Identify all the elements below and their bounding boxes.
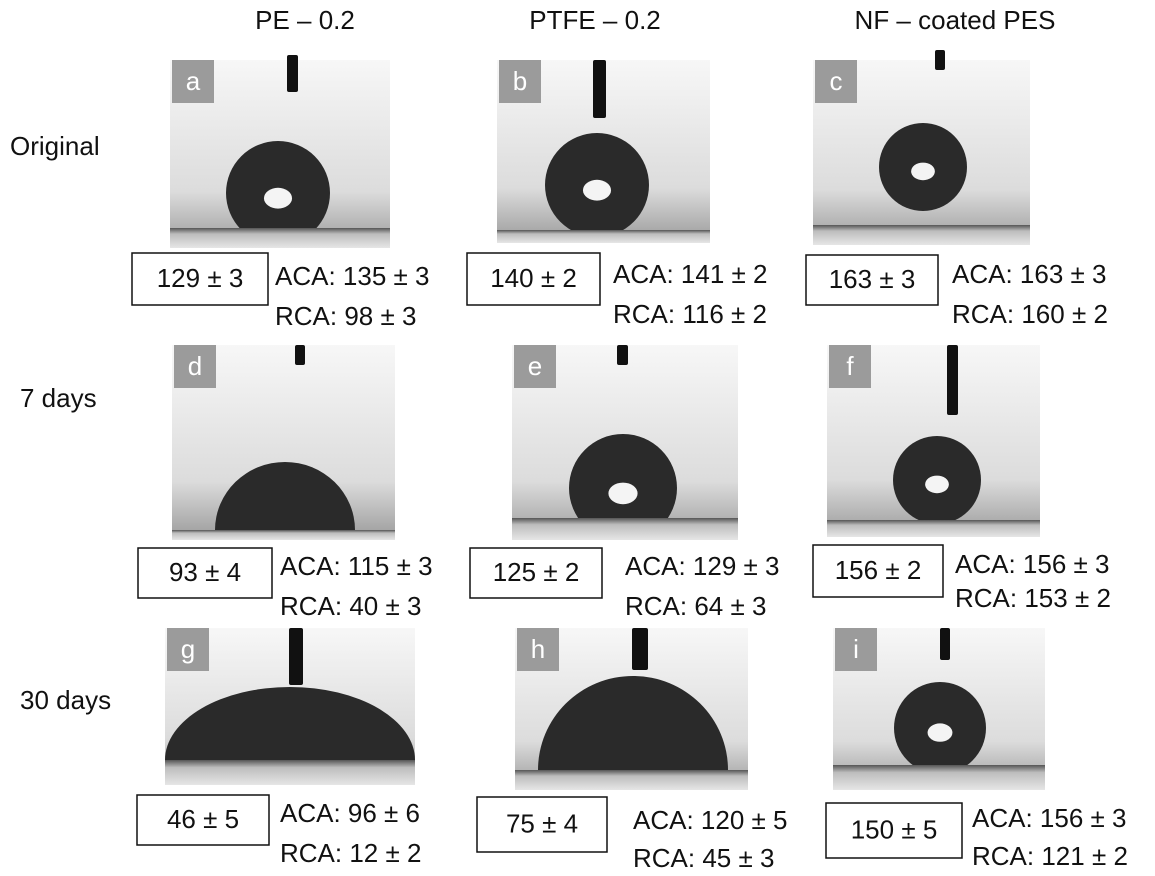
contact-angle: 140 ± 2 bbox=[490, 263, 577, 293]
column-header: NF – coated PES bbox=[855, 5, 1056, 35]
contact-angle: 163 ± 3 bbox=[829, 264, 916, 294]
panel-letter: c bbox=[830, 66, 843, 96]
receding-angle: RCA: 45 ± 3 bbox=[633, 843, 774, 873]
row-label: 7 days bbox=[20, 383, 97, 413]
column-header: PTFE – 0.2 bbox=[529, 5, 661, 35]
panel-letter: b bbox=[513, 66, 527, 96]
substrate bbox=[170, 228, 390, 248]
advancing-angle: ACA: 96 ± 6 bbox=[280, 798, 420, 828]
reflection bbox=[911, 163, 935, 181]
receding-angle: RCA: 121 ± 2 bbox=[972, 841, 1128, 871]
receding-angle: RCA: 12 ± 2 bbox=[280, 838, 421, 868]
advancing-angle: ACA: 163 ± 3 bbox=[952, 259, 1106, 289]
substrate bbox=[515, 770, 748, 790]
needle bbox=[289, 628, 303, 685]
reflection bbox=[264, 188, 292, 209]
panel-letter: h bbox=[531, 634, 545, 664]
advancing-angle: ACA: 120 ± 5 bbox=[633, 805, 787, 835]
panel-letter: i bbox=[853, 634, 859, 664]
needle bbox=[287, 55, 298, 92]
column-header: PE – 0.2 bbox=[255, 5, 355, 35]
panel: c 163 ± 3 ACA: 163 ± 3 RCA: 160 ± 2 bbox=[806, 50, 1108, 329]
figure: PE – 0.2 PTFE – 0.2 NF – coated PES Orig… bbox=[0, 0, 1155, 876]
panel-letter: e bbox=[528, 351, 542, 381]
needle bbox=[617, 345, 628, 365]
row-label: 30 days bbox=[20, 685, 111, 715]
receding-angle: RCA: 153 ± 2 bbox=[955, 583, 1111, 613]
contact-angle: 125 ± 2 bbox=[493, 557, 580, 587]
receding-angle: RCA: 116 ± 2 bbox=[613, 299, 767, 329]
substrate bbox=[827, 520, 1040, 537]
advancing-angle: ACA: 156 ± 3 bbox=[955, 549, 1109, 579]
reflection bbox=[928, 723, 953, 741]
receding-angle: RCA: 160 ± 2 bbox=[952, 299, 1108, 329]
reflection bbox=[583, 180, 611, 201]
advancing-angle: ACA: 135 ± 3 bbox=[275, 261, 429, 291]
panel-letter: d bbox=[188, 351, 202, 381]
panel: a 129 ± 3 ACA: 135 ± 3 RCA: 98 ± 3 bbox=[132, 55, 429, 331]
advancing-angle: ACA: 115 ± 3 bbox=[280, 551, 433, 581]
reflection bbox=[925, 476, 949, 494]
substrate bbox=[165, 760, 415, 785]
substrate bbox=[172, 530, 395, 540]
panel: b 140 ± 2 ACA: 141 ± 2 RCA: 116 ± 2 bbox=[467, 60, 767, 329]
panel-letter: f bbox=[846, 351, 854, 381]
needle bbox=[632, 628, 648, 670]
needle bbox=[940, 628, 950, 660]
panel: h 75 ± 4 ACA: 120 ± 5 RCA: 45 ± 3 bbox=[477, 628, 787, 873]
contact-angle: 46 ± 5 bbox=[167, 804, 239, 834]
needle bbox=[935, 50, 945, 70]
substrate bbox=[512, 518, 738, 540]
contact-angle: 75 ± 4 bbox=[506, 808, 578, 838]
receding-angle: RCA: 98 ± 3 bbox=[275, 301, 416, 331]
contact-angle: 93 ± 4 bbox=[169, 557, 241, 587]
row-label: Original bbox=[10, 131, 100, 161]
advancing-angle: ACA: 129 ± 3 bbox=[625, 551, 779, 581]
receding-angle: RCA: 40 ± 3 bbox=[280, 591, 421, 621]
contact-angle: 156 ± 2 bbox=[835, 555, 922, 585]
contact-angle: 129 ± 3 bbox=[157, 263, 244, 293]
panel: f 156 ± 2 ACA: 156 ± 3 RCA: 153 ± 2 bbox=[813, 345, 1111, 613]
panel: i 150 ± 5 ACA: 156 ± 3 RCA: 121 ± 2 bbox=[826, 628, 1128, 871]
panel: g 46 ± 5 ACA: 96 ± 6 RCA: 12 ± 2 bbox=[137, 628, 421, 868]
advancing-angle: ACA: 141 ± 2 bbox=[613, 259, 767, 289]
advancing-angle: ACA: 156 ± 3 bbox=[972, 803, 1126, 833]
receding-angle: RCA: 64 ± 3 bbox=[625, 591, 766, 621]
reflection bbox=[608, 483, 637, 505]
panel-letter: a bbox=[186, 66, 201, 96]
panel: e 125 ± 2 ACA: 129 ± 3 RCA: 64 ± 3 bbox=[470, 345, 779, 621]
substrate bbox=[833, 765, 1045, 790]
panel-letter: g bbox=[181, 634, 195, 664]
needle bbox=[947, 345, 958, 415]
needle bbox=[593, 60, 606, 118]
panel: d 93 ± 4 ACA: 115 ± 3 RCA: 40 ± 3 bbox=[138, 345, 433, 621]
substrate bbox=[813, 225, 1030, 245]
contact-angle: 150 ± 5 bbox=[851, 814, 938, 844]
substrate bbox=[497, 230, 710, 243]
needle bbox=[295, 345, 305, 365]
